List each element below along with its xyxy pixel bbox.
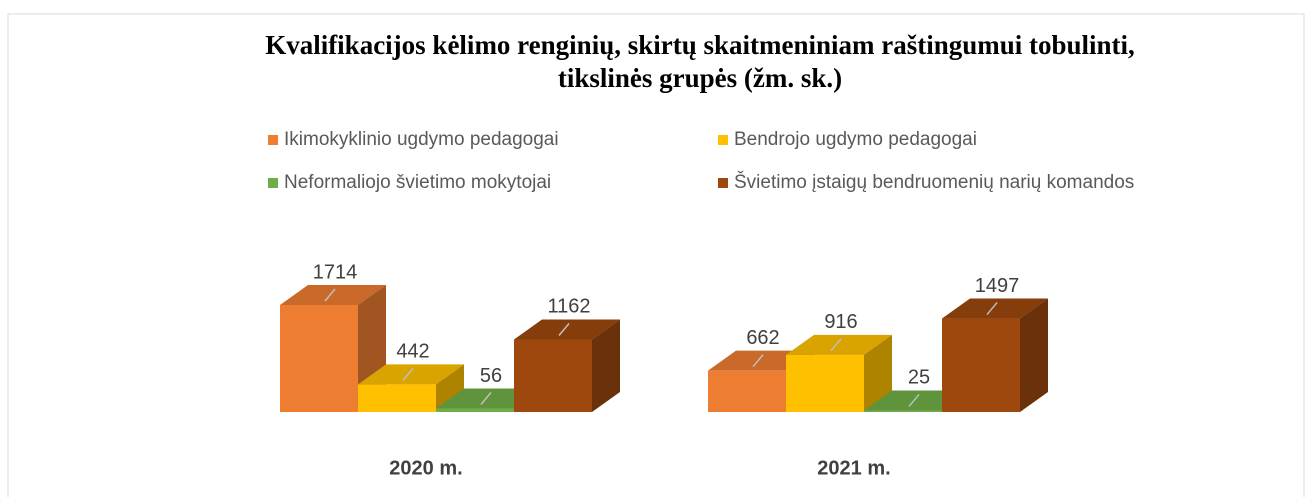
leader-line	[830, 338, 842, 352]
value-label: 916	[824, 311, 857, 333]
bar-top	[942, 298, 1048, 319]
leader-line	[402, 367, 414, 381]
value-label: 442	[396, 341, 429, 363]
bar-front	[708, 370, 786, 412]
leader-line	[986, 302, 998, 316]
leader-line	[324, 288, 336, 302]
leader-line	[752, 354, 764, 368]
legend-swatch	[268, 178, 278, 188]
bar-top	[358, 364, 464, 385]
leader-line	[558, 322, 570, 336]
legend-swatch	[268, 135, 278, 145]
x-tick-label: 2021 m.	[817, 457, 890, 479]
chart-title: Kvalifikacijos kėlimo renginių, skirtų s…	[265, 30, 1135, 60]
value-label: 662	[746, 327, 779, 349]
bar-top	[514, 319, 620, 340]
bar-front	[358, 384, 436, 412]
chart-title: tikslinės grupės (žm. sk.)	[558, 63, 842, 93]
bar-side	[436, 364, 464, 412]
value-label: 56	[480, 365, 502, 387]
legend-label: Neformaliojo švietimo mokytojai	[284, 172, 551, 193]
legend-swatch	[718, 178, 728, 188]
bar-side	[1020, 298, 1048, 412]
bar-side	[864, 334, 892, 412]
bar-front	[436, 408, 514, 412]
value-label: 1714	[313, 261, 358, 283]
legend-label: Bendrojo ugdymo pedagogai	[734, 129, 977, 150]
bar-front	[280, 305, 358, 412]
value-label: 1497	[975, 275, 1020, 297]
bar-top	[280, 285, 386, 305]
leader-line	[480, 392, 492, 405]
bar-front	[942, 318, 1020, 412]
leader-line	[908, 393, 920, 407]
bar-front	[786, 354, 864, 412]
value-label: 1162	[547, 296, 590, 318]
bar-top	[786, 334, 892, 355]
x-tick-label: 2020 m.	[389, 457, 462, 479]
legend-label: Švietimo įstaigų bendruomenių narių koma…	[734, 171, 1134, 193]
legend-label: Ikimokyklinio ugdymo pedagogai	[284, 129, 559, 150]
bar-front	[864, 410, 942, 412]
bar-front	[514, 339, 592, 412]
chart-frame	[7, 13, 1305, 497]
legend-swatch	[718, 135, 728, 145]
bar-side	[592, 319, 620, 412]
value-label: 25	[908, 367, 930, 389]
